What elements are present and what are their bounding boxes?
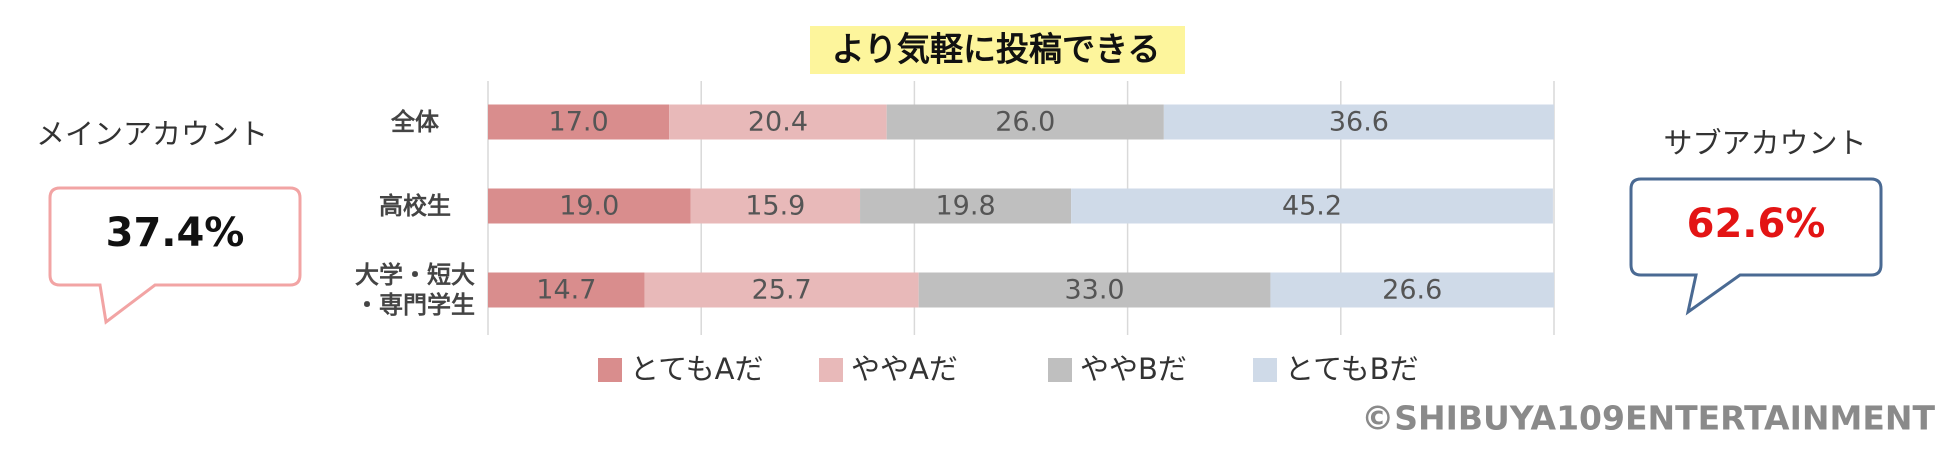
y-tick-label: 大学・短大 ・専門学生: [355, 261, 475, 319]
bar-segment: [1163, 104, 1554, 140]
bar-segment: [1270, 272, 1554, 308]
bar-segment: [488, 272, 645, 308]
callout-box: [48, 186, 302, 325]
data-label: 26.0: [995, 107, 1055, 138]
legend-label: ややBだ: [1080, 352, 1187, 386]
callout-heading: メインアカウント: [36, 117, 268, 151]
data-label: 33.0: [1064, 275, 1124, 306]
bar-segment: [488, 188, 691, 224]
legend-swatch: [598, 358, 622, 382]
legend-label: ややAだ: [851, 352, 958, 386]
bar-segment: [690, 188, 861, 224]
data-label: 25.7: [752, 275, 812, 306]
legend-label: とてもAだ: [630, 352, 764, 386]
callout-value: 37.4%: [106, 210, 245, 256]
legend-swatch: [1048, 358, 1072, 382]
bar-segment: [886, 104, 1164, 140]
data-label: 36.6: [1329, 107, 1389, 138]
bar-segment: [669, 104, 887, 140]
copyright: ©SHIBUYA109ENTERTAINMENT: [1361, 399, 1935, 438]
callout-box: [1629, 177, 1883, 316]
data-label: 20.4: [748, 107, 808, 138]
legend-label: とてもBだ: [1285, 352, 1419, 386]
data-label: 19.0: [559, 191, 619, 222]
data-label: 14.7: [536, 275, 596, 306]
bar-segment: [918, 272, 1271, 308]
bar-segment: [1071, 188, 1553, 224]
bar-segment: [488, 104, 670, 140]
callout-value: 62.6%: [1687, 201, 1826, 247]
title-highlight: [810, 26, 1185, 74]
y-tick-label: 高校生: [379, 192, 451, 220]
callout-heading: サブアカウント: [1663, 126, 1866, 160]
data-label: 45.2: [1282, 191, 1342, 222]
chart-title: より気軽に投稿できる: [832, 30, 1161, 69]
data-label: 15.9: [745, 191, 805, 222]
y-tick-label: 全体: [391, 108, 439, 136]
data-label: 19.8: [936, 191, 996, 222]
bar-segment: [644, 272, 919, 308]
bar-segment: [860, 188, 1072, 224]
data-label: 17.0: [549, 107, 609, 138]
legend-swatch: [1253, 358, 1277, 382]
data-label: 26.6: [1382, 275, 1442, 306]
legend-swatch: [819, 358, 843, 382]
